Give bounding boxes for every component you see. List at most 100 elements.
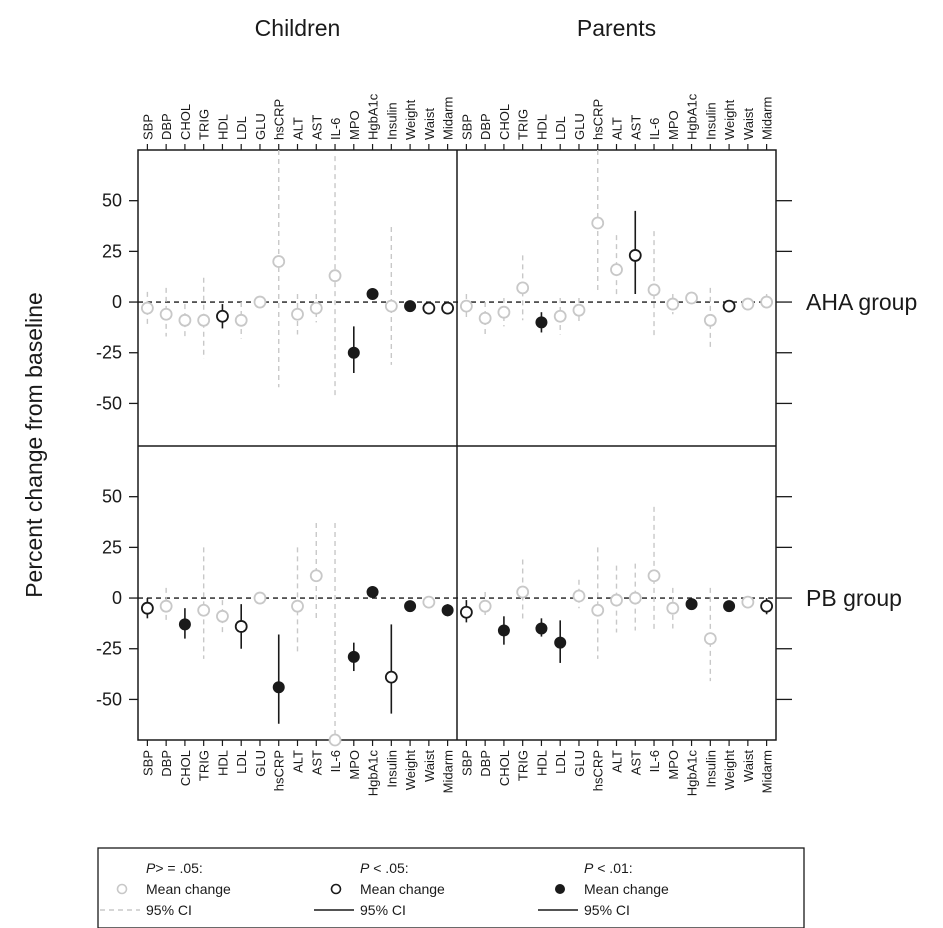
x-tick-label-top: hsCRP xyxy=(272,99,287,140)
mean-point xyxy=(703,632,717,646)
legend-heading: P> = .05: xyxy=(146,860,203,876)
mean-point xyxy=(404,300,417,313)
mean-point xyxy=(234,313,248,327)
legend-mean-marker xyxy=(555,884,565,894)
mean-point xyxy=(647,569,661,583)
mean-point xyxy=(328,733,342,747)
y-tick-label: -50 xyxy=(96,393,122,413)
mean-point xyxy=(291,599,304,613)
x-tick-label-bottom: Waist xyxy=(741,750,756,782)
mean-point xyxy=(741,297,755,311)
x-tick-label-bottom: GLU xyxy=(572,750,587,777)
mean-point xyxy=(722,299,736,313)
x-tick-label-bottom: Weight xyxy=(403,750,418,791)
panel xyxy=(140,150,455,398)
y-tick-label: -25 xyxy=(96,343,122,363)
x-tick-label-top: LDL xyxy=(234,116,249,140)
y-tick-label: 50 xyxy=(102,487,122,507)
x-tick-label-top: SBP xyxy=(140,114,155,140)
legend-heading: P < .05: xyxy=(360,860,409,876)
mean-point xyxy=(309,569,323,583)
y-axis-label: Percent change from baseline xyxy=(21,292,47,598)
x-tick-label-bottom: hsCRP xyxy=(591,750,606,791)
legend-p-symbol: P xyxy=(360,860,370,876)
legend-p-threshold: > = .05: xyxy=(155,860,202,876)
mean-point xyxy=(647,283,661,297)
legend-p-symbol: P xyxy=(146,860,156,876)
x-tick-label-top: TRIG xyxy=(516,109,531,140)
x-tick-label-top: SBP xyxy=(459,114,474,140)
x-tick-label-top: IL-6 xyxy=(647,118,662,140)
mean-point xyxy=(666,297,680,311)
mean-point xyxy=(253,295,267,309)
mean-point xyxy=(741,595,755,609)
legend-p-threshold: < .01: xyxy=(593,860,632,876)
x-tick-label-bottom: MPO xyxy=(347,750,362,780)
x-tick-label-top: TRIG xyxy=(197,109,212,140)
x-tick-label-top: Midarm xyxy=(760,97,775,140)
plot-frame xyxy=(129,144,792,746)
x-tick-label-bottom: Weight xyxy=(722,750,737,791)
mean-point xyxy=(178,313,192,327)
mean-point xyxy=(309,301,323,315)
x-tick-label-top: LDL xyxy=(553,116,568,140)
mean-point xyxy=(272,255,286,268)
x-tick-label-top: DBP xyxy=(159,113,174,140)
x-tick-label-bottom: ALT xyxy=(610,750,625,773)
mean-point xyxy=(140,601,154,615)
mean-point xyxy=(291,307,304,321)
mean-point xyxy=(535,622,548,635)
mean-point xyxy=(366,585,379,598)
x-tick-label-bottom: AST xyxy=(628,750,643,775)
x-tick-label-bottom: IL-6 xyxy=(647,750,662,772)
mean-point xyxy=(497,624,510,637)
x-tick-label-bottom: HgbA1c xyxy=(685,750,700,797)
y-tick-label: 0 xyxy=(112,292,122,312)
mean-point xyxy=(366,287,379,300)
y-tick-label: 50 xyxy=(102,191,122,211)
y-tick-label: 0 xyxy=(112,588,122,608)
mean-point xyxy=(628,591,642,605)
legend-mean-marker xyxy=(116,883,128,895)
panel xyxy=(140,523,454,747)
x-tick-label-bottom: MPO xyxy=(666,750,681,780)
x-tick-label-top: MPO xyxy=(666,110,681,140)
legend-box xyxy=(97,847,805,928)
mean-point xyxy=(178,618,191,631)
mean-point xyxy=(159,599,173,613)
x-tick-label-bottom: SBP xyxy=(140,750,155,776)
panel xyxy=(459,506,774,682)
mean-point xyxy=(723,600,736,613)
legend-p-symbol: P xyxy=(584,860,594,876)
mean-point xyxy=(553,309,567,323)
x-tick-label-bottom: CHOL xyxy=(178,750,193,786)
column-title: Parents xyxy=(577,15,656,41)
mean-point xyxy=(459,605,473,619)
mean-point xyxy=(159,307,173,321)
x-tick-label-top: AST xyxy=(309,115,324,140)
mean-point xyxy=(760,599,774,613)
panel xyxy=(459,150,774,351)
x-tick-label-bottom: AST xyxy=(309,750,324,775)
mean-point xyxy=(535,316,548,329)
x-tick-label-top: HgbA1c xyxy=(366,93,381,140)
mean-point xyxy=(685,291,698,305)
mean-point xyxy=(140,301,154,315)
mean-point xyxy=(384,299,398,313)
mean-point xyxy=(554,636,567,649)
mean-point xyxy=(591,216,605,230)
x-tick-label-bottom: LDL xyxy=(553,750,568,774)
mean-point xyxy=(216,309,229,323)
column-title: Children xyxy=(255,15,341,41)
legend-heading: P < .01: xyxy=(584,860,633,876)
x-tick-label-bottom: DBP xyxy=(478,750,493,777)
mean-point xyxy=(422,301,436,315)
mean-point xyxy=(441,604,454,617)
row-title: PB group xyxy=(806,585,902,611)
x-tick-label-top: Waist xyxy=(741,108,756,140)
legend-mean-label: Mean change xyxy=(584,881,669,897)
mean-point xyxy=(384,670,398,684)
x-tick-label-bottom: TRIG xyxy=(197,750,212,781)
